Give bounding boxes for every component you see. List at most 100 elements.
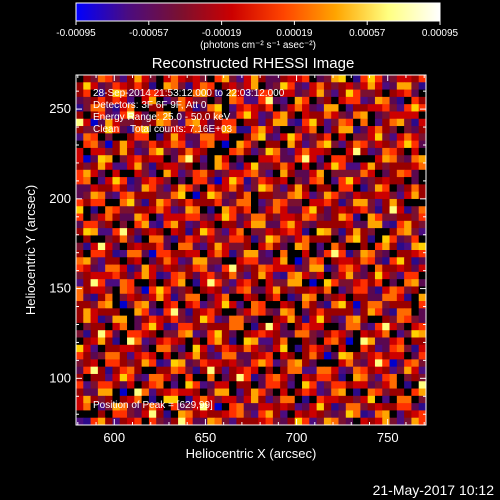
heatmap-cell <box>360 111 369 120</box>
heatmap-cell <box>316 242 325 251</box>
heatmap-cell <box>207 220 215 229</box>
heatmap-cell <box>90 344 99 353</box>
heatmap-cell <box>323 184 332 193</box>
heatmap-cell <box>338 191 347 200</box>
heatmap-cell <box>382 169 390 178</box>
heatmap-cell <box>353 359 361 368</box>
heatmap-cell <box>251 111 259 120</box>
heatmap-cell <box>265 96 274 105</box>
heatmap-cell <box>156 111 164 120</box>
heatmap-cell <box>185 330 194 338</box>
heatmap-cell <box>221 82 230 90</box>
heatmap-cell <box>389 126 398 134</box>
heatmap-cell <box>163 286 172 295</box>
heatmap-cell <box>119 133 128 142</box>
heatmap-cell <box>404 155 412 163</box>
heatmap-cell <box>294 184 303 193</box>
heatmap-cell <box>112 344 121 353</box>
heatmap-cell <box>389 250 398 258</box>
heatmap-cell <box>323 359 332 368</box>
heatmap-cell <box>287 104 296 112</box>
heatmap-cell <box>411 279 420 287</box>
heatmap-cell <box>251 308 259 317</box>
y-tick-label: 200 <box>49 191 71 206</box>
heatmap-cell <box>170 155 179 163</box>
heatmap-cell <box>258 140 266 149</box>
heatmap-cell <box>221 75 230 83</box>
heatmap-cell <box>112 191 121 200</box>
heatmap-cell <box>127 89 135 98</box>
heatmap-cell <box>97 337 106 346</box>
heatmap-cell <box>112 352 121 360</box>
heatmap-cell <box>221 308 230 317</box>
heatmap-cell <box>316 147 325 156</box>
heatmap-cell <box>178 271 186 280</box>
heatmap-cell <box>243 315 252 324</box>
heatmap-cell <box>112 359 121 368</box>
heatmap-cell <box>148 352 157 360</box>
heatmap-cell <box>207 213 215 222</box>
heatmap-cell <box>221 140 230 149</box>
heatmap-cell <box>418 373 427 382</box>
heatmap-cell <box>389 373 398 382</box>
heatmap-cell <box>331 352 339 360</box>
heatmap-cell <box>411 352 420 360</box>
heatmap-cell <box>323 82 332 90</box>
heatmap-cell <box>287 235 296 244</box>
heatmap-cell <box>163 271 172 280</box>
heatmap-cell <box>323 118 332 127</box>
heatmap-cell <box>294 308 303 317</box>
heatmap-cell <box>141 206 150 214</box>
heatmap-cell <box>97 198 106 207</box>
heatmap-cell <box>134 257 143 265</box>
heatmap-cell <box>309 330 318 338</box>
heatmap-cell <box>353 417 361 426</box>
heatmap-cell <box>192 410 201 419</box>
heatmap-cell <box>280 264 288 273</box>
heatmap-cell <box>345 220 354 229</box>
heatmap-cell <box>272 75 281 83</box>
heatmap-cell <box>389 169 398 178</box>
heatmap-cell <box>404 381 412 389</box>
heatmap-cell <box>272 373 281 382</box>
heatmap-cell <box>294 104 303 112</box>
heatmap-cell <box>360 191 369 200</box>
heatmap-cell <box>353 235 361 244</box>
heatmap-cell <box>411 96 420 105</box>
heatmap-cell <box>294 118 303 127</box>
heatmap-cell <box>353 403 361 411</box>
heatmap-cell <box>221 366 230 375</box>
heatmap-cell <box>389 301 398 309</box>
heatmap-cell <box>156 410 164 419</box>
heatmap-cell <box>338 118 347 127</box>
heatmap-cell <box>141 264 150 273</box>
heatmap-cell <box>316 220 325 229</box>
heatmap-cell <box>76 198 84 207</box>
heatmap-cell <box>221 184 230 193</box>
heatmap-cell <box>134 286 143 295</box>
heatmap-cell <box>112 403 121 411</box>
heatmap-cell <box>272 286 281 295</box>
heatmap-cell <box>170 337 179 346</box>
heatmap-cell <box>221 271 230 280</box>
heatmap-cell <box>243 330 252 338</box>
heatmap-cell <box>214 373 223 382</box>
heatmap-cell <box>119 198 128 207</box>
heatmap-cell <box>353 184 361 193</box>
heatmap-cell <box>389 184 398 193</box>
heatmap-cell <box>382 96 390 105</box>
heatmap-cell <box>382 352 390 360</box>
heatmap-cell <box>280 155 288 163</box>
heatmap-cell <box>353 373 361 382</box>
heatmap-cell <box>251 337 259 346</box>
heatmap-cell <box>170 191 179 200</box>
heatmap-cell <box>105 118 113 127</box>
heatmap-cell <box>396 140 405 149</box>
heatmap-cell <box>382 228 390 236</box>
heatmap-cell <box>156 75 164 83</box>
heatmap-cell <box>178 96 186 105</box>
heatmap-cell <box>170 403 179 411</box>
heatmap-cell <box>287 344 296 353</box>
heatmap-cell <box>243 410 252 419</box>
heatmap-cell <box>389 198 398 207</box>
